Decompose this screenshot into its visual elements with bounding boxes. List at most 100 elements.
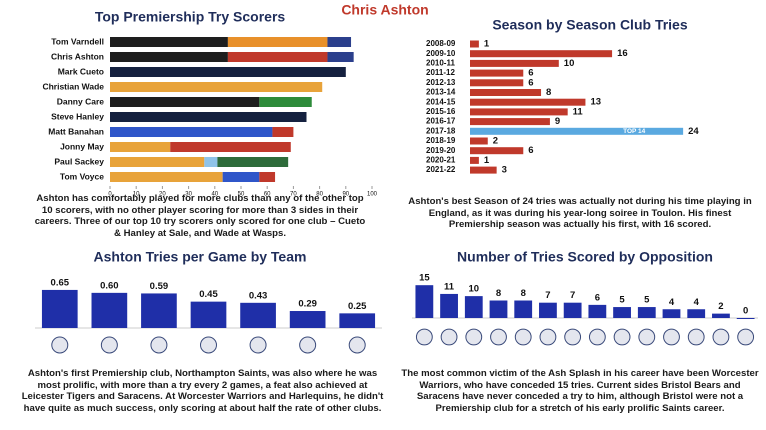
- chart-title: Season by Season Club Tries: [492, 17, 688, 33]
- x-tick-label: 40: [211, 192, 218, 198]
- value-label: 7: [570, 290, 575, 301]
- category-label: 2016-17: [426, 117, 456, 126]
- bar: [736, 318, 755, 319]
- bar: [339, 313, 376, 328]
- category-label: 2020-21: [426, 156, 456, 165]
- value-label: 6: [595, 292, 600, 303]
- bar: [470, 79, 524, 87]
- bar: [440, 293, 458, 318]
- value-label: 6: [528, 77, 533, 88]
- team-logo: [440, 328, 458, 346]
- bar-segment: [217, 157, 289, 167]
- bar-segment: [110, 142, 171, 152]
- team-logo: [514, 328, 532, 346]
- team-logo: [490, 328, 507, 346]
- chart-title: Number of Tries Scored by Opposition: [457, 249, 713, 265]
- bar: [470, 147, 524, 155]
- value-label: 0.45: [199, 289, 218, 300]
- bar-segment: [110, 157, 205, 167]
- bar: [141, 293, 177, 328]
- value-label: 1: [484, 39, 490, 50]
- category-label: Paul Sackey: [54, 156, 104, 166]
- bar: [470, 69, 524, 77]
- bar: [240, 302, 276, 328]
- caption: The most common victim of the Ash Splash…: [401, 368, 759, 414]
- category-label: Tom Varndell: [51, 36, 104, 46]
- category-label: 2011-12: [426, 68, 455, 77]
- category-label: 2014-15: [426, 97, 456, 106]
- value-label: 3: [502, 165, 507, 176]
- team-logo: [348, 336, 366, 354]
- category-label: 2015-16: [426, 107, 456, 116]
- bar-segment: [110, 37, 228, 47]
- bar-segment: [110, 67, 346, 77]
- bar: [662, 309, 681, 318]
- bar: [489, 300, 508, 318]
- value-label: 5: [644, 295, 650, 306]
- team-logo: [249, 336, 267, 354]
- team-logo: [200, 336, 217, 354]
- team-logo: [539, 328, 557, 346]
- bar: [588, 304, 607, 318]
- value-label: 0.25: [348, 301, 367, 312]
- value-label: 7: [545, 290, 550, 301]
- category-label: 2018-19: [426, 136, 456, 145]
- bar: [470, 127, 684, 135]
- x-tick-label: 0: [108, 192, 112, 198]
- bar: [470, 40, 479, 48]
- category-label: Danny Care: [57, 96, 105, 106]
- caption: Ashton's best Season of 24 tries was act…: [408, 196, 752, 230]
- bar-segment: [259, 172, 276, 182]
- team-logo: [51, 336, 69, 354]
- bar: [470, 118, 550, 126]
- value-label: 5: [619, 295, 625, 306]
- bar-segment: [227, 37, 328, 47]
- category-label: Matt Banahan: [48, 126, 104, 136]
- bar: [41, 289, 78, 328]
- x-tick-label: 10: [133, 192, 140, 198]
- bar-segment: [110, 112, 307, 122]
- value-label: 0: [743, 306, 748, 317]
- value-label: 4: [694, 297, 700, 308]
- bar: [637, 307, 656, 318]
- value-label: 0.59: [150, 281, 169, 292]
- bar-segment: [327, 52, 354, 62]
- value-label: 8: [496, 288, 501, 299]
- team-logo: [150, 336, 168, 354]
- team-logo: [613, 328, 631, 346]
- value-label: 16: [617, 48, 628, 59]
- category-label: 2010-11: [426, 59, 455, 68]
- x-tick-label: 30: [185, 192, 192, 198]
- category-label: Jonny May: [60, 141, 104, 151]
- category-label: 2013-14: [426, 88, 456, 97]
- category-label: Christian Wade: [42, 81, 104, 91]
- bar: [712, 313, 730, 318]
- page-title: Chris Ashton: [341, 2, 428, 18]
- bar: [470, 108, 568, 116]
- value-label: 6: [528, 145, 533, 156]
- category-label: 2012-13: [426, 78, 456, 87]
- value-label: 2: [718, 301, 723, 312]
- team-logo: [687, 328, 705, 346]
- bar: [613, 307, 631, 318]
- category-label: 2021-22: [426, 165, 456, 174]
- x-tick-label: 70: [290, 192, 297, 198]
- bar: [470, 156, 479, 164]
- bar: [470, 166, 497, 174]
- bar: [470, 98, 586, 106]
- team-logo: [465, 328, 483, 346]
- category-label: 2009-10: [426, 49, 456, 58]
- value-label: 6: [528, 68, 533, 79]
- value-label: 0.43: [249, 290, 268, 301]
- value-label: 8: [521, 288, 526, 299]
- bar: [563, 302, 582, 318]
- value-label: 4: [669, 297, 675, 308]
- bar: [470, 59, 559, 67]
- x-tick-label: 50: [238, 192, 245, 198]
- caption: Ashton's first Premiership club, Northam…: [21, 368, 384, 414]
- bar: [514, 300, 533, 318]
- bar: [470, 137, 488, 145]
- team-logo: [564, 328, 582, 346]
